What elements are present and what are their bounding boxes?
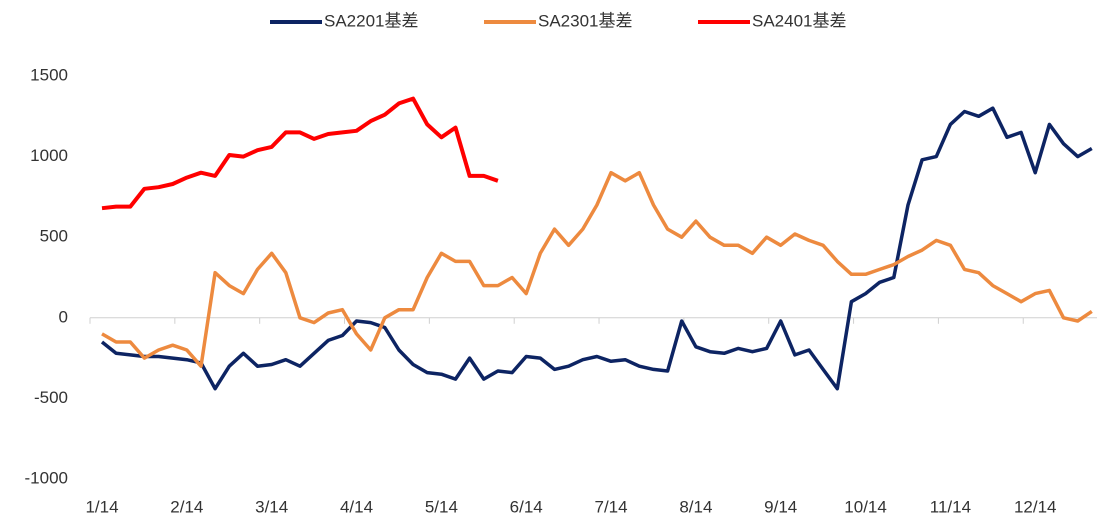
series-line — [101, 96, 499, 211]
x-tick-label: 12/14 — [1014, 497, 1057, 516]
y-tick-label: -500 — [34, 388, 68, 407]
y-tick-label: 0 — [59, 307, 68, 326]
y-tick-label: 1500 — [30, 65, 68, 84]
x-tick-label: 6/14 — [510, 497, 543, 516]
y-tick-label: 1000 — [30, 146, 68, 165]
x-tick-label: 1/14 — [85, 497, 118, 516]
y-tick-label: -1000 — [25, 468, 68, 487]
x-tick-label: 2/14 — [170, 497, 203, 516]
x-tick-label: 7/14 — [594, 497, 627, 516]
x-tick-label: 5/14 — [425, 497, 458, 516]
x-tick-label: 8/14 — [679, 497, 712, 516]
x-tick-label: 11/14 — [930, 497, 971, 516]
x-tick-label: 4/14 — [340, 497, 373, 516]
legend-label: SA2401基差 — [752, 11, 847, 30]
legend-label: SA2301基差 — [538, 11, 633, 30]
x-tick-label: 10/14 — [844, 497, 887, 516]
series-line — [100, 106, 1093, 391]
x-tick-label: 9/14 — [764, 497, 797, 516]
legend-label: SA2201基差 — [324, 11, 419, 30]
y-tick-label: 500 — [40, 227, 68, 246]
series-line — [101, 170, 1093, 368]
x-tick-label: 3/14 — [255, 497, 288, 516]
